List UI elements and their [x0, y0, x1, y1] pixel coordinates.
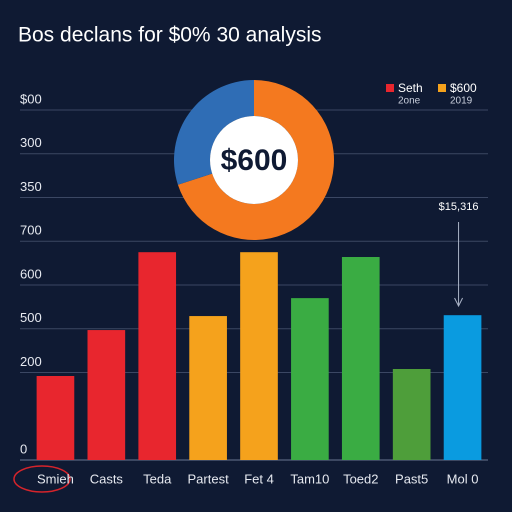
legend-swatch [386, 84, 394, 92]
x-tick-label: Teda [143, 471, 172, 486]
highlight-ring [13, 465, 71, 493]
legend-label: $600 [450, 81, 477, 95]
arrow-head [454, 297, 464, 308]
legend-sublabel: 2019 [450, 96, 473, 107]
x-tick-label: Smieh [37, 471, 74, 486]
y-tick-label: 200 [20, 354, 42, 369]
x-tick-label: Casts [90, 471, 124, 486]
y-tick-label: 500 [20, 310, 42, 325]
donut-slice [174, 80, 254, 185]
x-tick-label: Mol 0 [447, 471, 479, 486]
bar [240, 252, 278, 460]
x-tick-label: Tam10 [290, 471, 329, 486]
y-tick-label: $00 [20, 91, 42, 106]
donut-hole [210, 116, 298, 204]
x-tick-label: Fet 4 [244, 471, 274, 486]
y-tick-label: 700 [20, 223, 42, 238]
chart-title: Bos declans for $0% 30 analysis [18, 24, 322, 47]
bar [189, 316, 227, 460]
y-tick-label: 600 [20, 266, 42, 281]
legend-label: Seth [398, 81, 423, 95]
x-tick-label: Toed2 [343, 471, 378, 486]
x-tick-label: Past5 [395, 471, 428, 486]
bar [36, 376, 75, 460]
bar [341, 257, 380, 460]
donut-slice [177, 80, 334, 240]
bar [291, 298, 329, 460]
bar [87, 330, 126, 460]
y-tick-label: 350 [20, 179, 42, 194]
donut-center-label: $600 [221, 144, 288, 177]
bar [443, 315, 482, 460]
y-tick-label: 300 [20, 135, 42, 150]
legend-sublabel: 2one [398, 96, 421, 107]
bar [138, 252, 177, 460]
y-tick-label: 0 [20, 441, 27, 456]
x-tick-label: Partest [188, 471, 230, 486]
bar [392, 369, 431, 460]
legend-swatch [438, 84, 446, 92]
annotation: $15,316 [439, 201, 479, 213]
